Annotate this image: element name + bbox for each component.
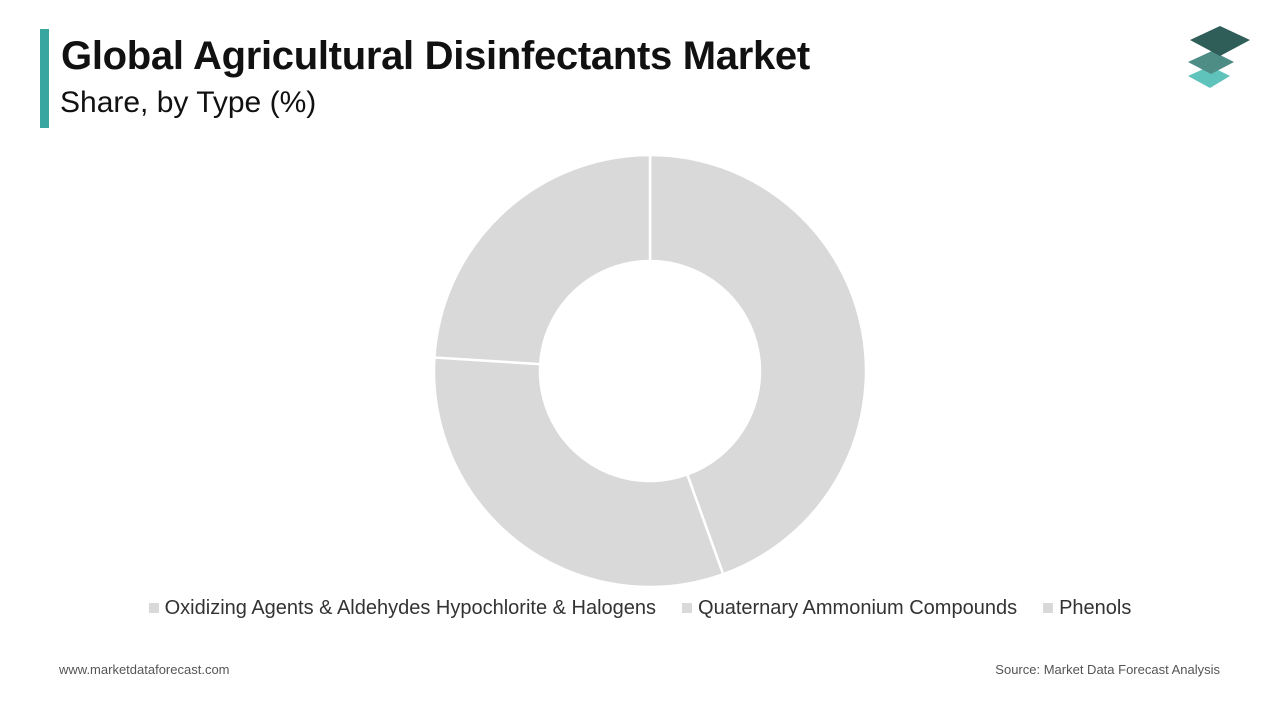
- title-accent-bar: [40, 29, 49, 128]
- legend-label: Phenols: [1059, 596, 1132, 619]
- stacked-layers-icon: [1188, 26, 1250, 88]
- legend-swatch: [1043, 603, 1054, 613]
- donut-slice-1: [648, 153, 868, 576]
- legend-label: Oxidizing Agents & Aldehydes Hypochlorit…: [164, 596, 657, 619]
- legend-swatch: [148, 603, 159, 613]
- chart-title: Global Agricultural Disinfectants Market: [61, 34, 810, 78]
- logo-layer-bottom: [1188, 66, 1230, 88]
- legend-item-1: Oxidizing Agents & Aldehydes Hypochlorit…: [148, 596, 657, 620]
- donut-slice-2: [432, 356, 725, 589]
- logo-layer-middle: [1188, 51, 1234, 74]
- logo-layer-top: [1190, 26, 1250, 56]
- legend-item-3: Phenols: [1043, 597, 1131, 620]
- donut-slice-3: [433, 153, 652, 366]
- chart-subtitle: Share, by Type (%): [60, 86, 317, 119]
- donut-slices: [432, 153, 868, 589]
- footer-source: Source: Market Data Forecast Analysis: [995, 662, 1220, 677]
- legend-swatch: [682, 603, 693, 613]
- legend-label: Quaternary Ammonium Compounds: [698, 596, 1018, 619]
- footer-website: www.marketdataforecast.com: [59, 662, 230, 677]
- legend-item-2: Quaternary Ammonium Compounds: [682, 597, 1017, 620]
- chart-legend: Oxidizing Agents & Aldehydes Hypochlorit…: [0, 594, 1280, 622]
